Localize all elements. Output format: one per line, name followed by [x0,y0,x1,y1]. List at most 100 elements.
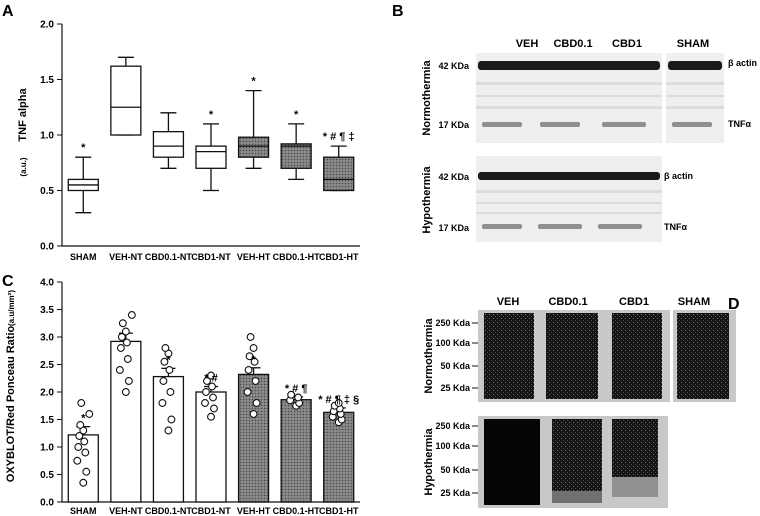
chart-a: 0.0 0.5 1.0 1.5 2.0 TNF alpha (a.u.) SHAM * VEH-N… [17,20,360,262]
blot-b-membrane-hypothermia [476,156,662,242]
chart-a-y-axis-label: TNF alpha [17,88,29,142]
chart-c-bar-cbd0-1-ht [280,399,312,503]
blot-b-label-tnf-hypothermia: TNFα [664,222,687,232]
chart-a-x-label-cbd1-ht: CBD1-HT [319,252,359,262]
chart-c-point-veh-ht-0 [249,410,258,418]
chart-c-bar-veh-ht [237,373,270,503]
chart-c-point-cbd0-1-nt-8 [161,344,170,352]
chart-a-box-cbd1-nt [195,145,227,169]
chart-c-point-cbd0-1-ht-3 [294,393,303,402]
chart-c-point-veh-nt-7 [121,327,130,336]
blot-b-marker-17-normothermia: 17 KDa [438,120,470,130]
chart-c-point-veh-ht-5 [250,357,259,366]
blot-d-marker-250-hypothermia: 250 Kda [435,421,471,431]
blot-d-lane-veh: VEH [497,296,520,308]
blot-d-lane-sham: SHAM [678,296,710,308]
panel-label-d: D [728,296,740,313]
blot-d-marker-100-hypothermia: 100 Kda [435,441,471,451]
chart-c-bar-cbd0-1-nt [152,375,185,503]
blot-d-lane-cbd1: CBD1 [619,296,649,308]
blot-b-marker-17-hypothermia: 17 KDa [438,223,470,233]
blot-d-lane-smear-cbd1-hypothermia [612,419,658,477]
chart-a-y-tick-label-2: 1.0 [40,131,54,142]
blot-d-marker-50-hypothermia: 50 Kda [440,465,471,475]
blot-d-lane-smear-cbd01-normothermia [546,313,598,399]
chart-c-point-sham-0 [79,478,88,487]
chart-c-bar-sham [67,434,99,503]
chart-c-point-veh-nt-8 [118,319,127,328]
blot-d-lane-smear-cbd01-hypothermia [552,419,602,491]
chart-c-point-cbd0-1-nt-3 [166,388,175,396]
chart-c-point-sham-9 [85,410,94,418]
chart-c-x-label-veh-ht: VEH-HT [237,506,271,516]
blot-d-marker-25-hypothermia: 25 Kda [440,488,471,498]
chart-c-point-cbd1-ht-7 [334,399,343,407]
chart-c-x-label-cbd0-1-nt: CBD0.1-NT [145,506,193,516]
blot-b-band-beta-actin-normothermia [478,61,722,70]
chart-c-x-label-cbd1-ht: CBD1-HT [319,506,359,516]
chart-c-point-sham-5 [80,437,89,446]
blot-d-row-label-hypothermia: Hypothermia [423,428,435,496]
blot-b-row-label-hypothermia: Hypothermia [421,166,433,234]
blot-b-marker-42-hypothermia: 42 KDa [438,172,470,182]
chart-c-point-cbd0-1-nt-0 [164,426,173,435]
chart-c-point-veh-nt-0 [121,388,130,396]
chart-c-y-tick-label-0: 0.0 [40,498,54,509]
chart-a-x-label-cbd0-1-ht: CBD0.1-HT [273,252,321,262]
chart-c-point-sham-2 [73,456,82,465]
blot-b-lane-veh: VEH [516,38,539,50]
chart-c-y-axis-unit: (a.u/mm²) [7,290,16,326]
chart-a-y-tick-label-3: 1.5 [40,75,54,86]
chart-c-point-cbd1-nt-0 [207,412,215,421]
chart-c-point-cbd1-nt-4 [202,388,210,396]
chart-a-annotation-cbd1-ht: * # ¶ ‡ [323,131,355,143]
blot-b-label-beta-actin-hypothermia: β actin [664,171,693,181]
chart-a-annotation-veh-ht: * [251,76,256,88]
chart-a-box-cbd1-ht [323,156,355,192]
chart-c-y-axis-label: OXYBLOT/Red Ponceau Ratio [5,325,17,482]
chart-c-y-tick-label-5: 2.5 [40,360,54,371]
chart-c-point-cbd0-1-nt-4 [159,377,168,385]
chart-c-point-sham-1 [82,467,91,476]
chart-c-point-cbd1-nt-7 [207,371,215,380]
chart-c-y-tick-label-4: 2.0 [40,388,54,399]
blot-d-marker-100-normothermia: 100 Kda [435,338,471,348]
blot-d-lane-smear-cbd1-normothermia [612,313,662,399]
chart-c-x-label-veh-nt: VEH-NT [109,506,143,516]
blot-d-marker-250-normothermia: 250 Kda [435,318,471,328]
chart-a-y-tick-label-0: 0.0 [40,242,54,253]
chart-a-box-veh-ht [237,136,270,158]
blot-d-row-label-normothermia: Normothermia [423,318,435,394]
blot-panel-d: VEH CBD0.1 CBD1 SHAM 250 Kda 100 Kda 50 … [423,296,736,508]
chart-c-y-tick-label-3: 1.5 [40,415,54,426]
chart-c-point-sham-10 [77,399,86,407]
chart-c-y-tick-label-2: 1.0 [40,443,54,454]
chart-a-annotation-sham: * [81,142,86,154]
chart-c-point-veh-ht-2 [243,388,252,396]
chart-c-annotation-sham: * [81,413,86,425]
chart-a-annotation-cbd1-nt: * [209,109,214,121]
chart-c-point-cbd1-nt-3 [209,393,217,402]
chart-c-x-label-cbd0-1-ht: CBD0.1-HT [273,506,321,516]
chart-c-point-cbd0-1-ht-4 [287,390,296,399]
chart-c-y-tick-label-6: 3.0 [40,333,54,344]
chart-c-point-veh-nt-3 [123,355,132,363]
chart-c-point-veh-nt-4 [116,344,125,352]
chart-a-x-label-sham: SHAM [70,252,97,262]
blot-panel-b: VEH CBD0.1 CBD1 SHAM 42 KDa 17 KDa β act… [421,38,757,242]
chart-c-point-veh-ht-1 [252,399,261,407]
chart-c-point-cbd1-nt-6 [203,377,211,385]
chart-c-annotation-veh-ht: * [251,354,256,366]
blot-b-label-beta-actin-normothermia: β actin [728,58,757,68]
blot-d-lane-cbd01: CBD0.1 [548,296,587,308]
chart-a-box-cbd0-1-nt [152,131,185,158]
chart-a-y-tick-label-1: 0.5 [40,186,54,197]
chart-c-point-sham-3 [81,448,90,457]
chart-c-point-veh-nt-6 [117,333,126,341]
blot-b-lane-sham: SHAM [677,38,709,50]
chart-c-point-sham-8 [76,421,85,429]
chart-c-point-cbd0-1-nt-2 [158,399,167,407]
chart-c-bar-veh-nt [110,340,142,503]
blot-b-row-label-normothermia: Normothermia [421,60,433,136]
